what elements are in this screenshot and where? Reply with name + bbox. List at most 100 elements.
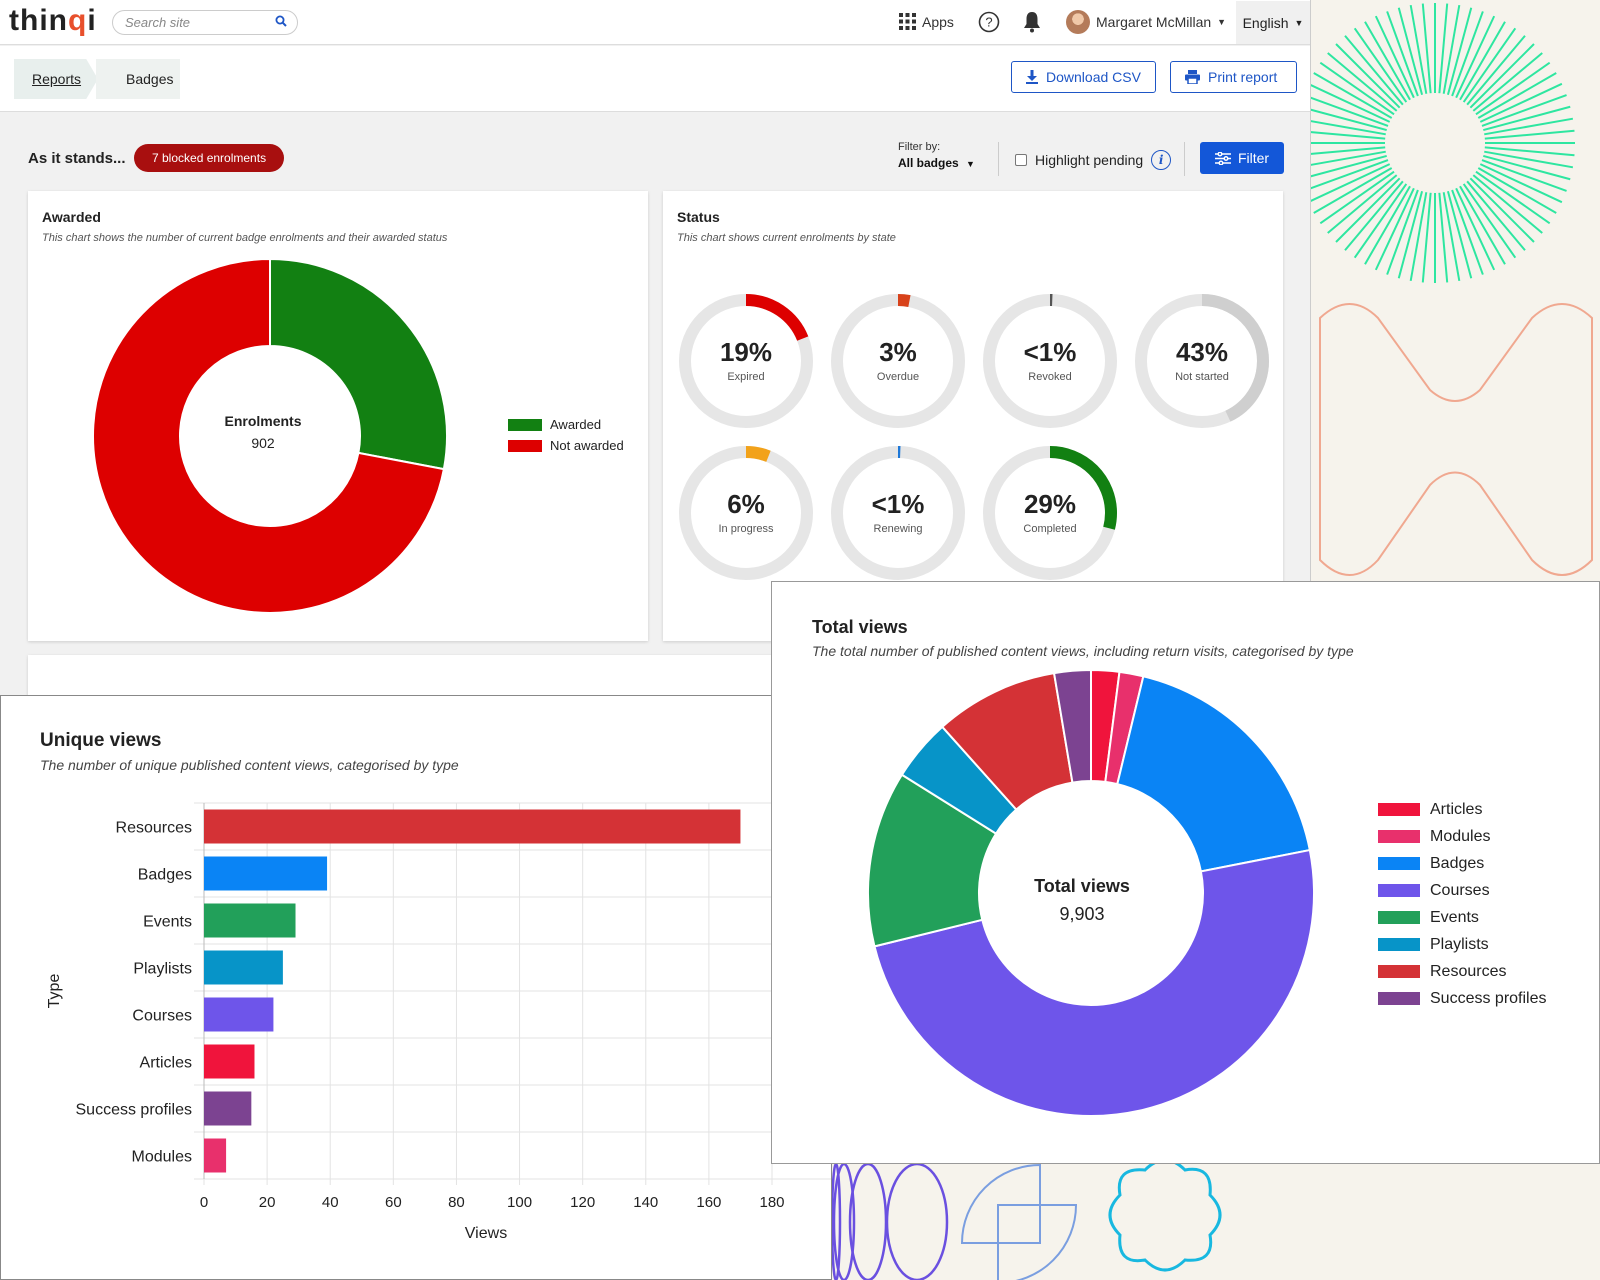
total-views-donut-chart: [867, 668, 1315, 1117]
starburst-ray: [1481, 159, 1567, 192]
y-axis-label: Type: [46, 974, 63, 1009]
total-views-window: Total views The total number of publishe…: [771, 581, 1600, 1164]
download-csv-button[interactable]: Download CSV: [1011, 61, 1156, 93]
status-ring-renewing[interactable]: <1% Renewing: [828, 443, 968, 583]
language-selector[interactable]: English ▼: [1236, 1, 1310, 44]
bar-playlists[interactable]: [204, 950, 283, 985]
total-views-center-value: 9,903: [1059, 904, 1105, 924]
legend-item-events[interactable]: Events: [1378, 904, 1547, 931]
legend-item-articles[interactable]: Articles: [1378, 796, 1547, 823]
awarded-subtitle: This chart shows the number of current b…: [42, 232, 448, 244]
slice-awarded[interactable]: [269, 257, 448, 471]
starburst-ray: [1296, 150, 1386, 169]
legend-not-awarded[interactable]: Not awarded: [508, 438, 624, 453]
print-report-button[interactable]: Print report: [1170, 61, 1297, 93]
bar-modules[interactable]: [204, 1138, 227, 1173]
starburst-ray: [1303, 159, 1389, 192]
unique-views-subtitle: The number of unique published content v…: [40, 757, 459, 773]
apps-label: Apps: [922, 13, 954, 30]
starburst-ray: [1307, 82, 1391, 123]
status-percent: 43%: [1175, 337, 1229, 367]
bar-courses[interactable]: [204, 997, 274, 1032]
search-input[interactable]: Search site: [112, 10, 298, 35]
blue-quarter-circles: [960, 1163, 1078, 1280]
unique-views-title: Unique views: [40, 730, 162, 751]
legend-item-courses[interactable]: Courses: [1378, 877, 1547, 904]
legend-awarded[interactable]: Awarded: [508, 417, 601, 432]
blocked-enrolments-badge[interactable]: 7 blocked enrolments: [134, 144, 285, 172]
slice-success-profiles[interactable]: [1052, 668, 1092, 784]
y-tick-label: Success profiles: [76, 1102, 193, 1119]
slice-courses[interactable]: [873, 848, 1315, 1117]
starburst-ray: [1374, 15, 1415, 99]
divider: [998, 142, 999, 176]
status-percent: <1%: [871, 489, 925, 519]
y-tick-label: Articles: [140, 1055, 192, 1072]
ring-arc-renewing: [831, 446, 965, 580]
filter-button-label: Filter: [1237, 150, 1270, 166]
print-report-label: Print report: [1208, 69, 1278, 85]
user-menu[interactable]: Margaret McMillan ▼: [1066, 10, 1226, 34]
starburst-ray: [1303, 94, 1389, 127]
breadcrumb-badges: Badges: [96, 59, 180, 99]
starburst-ray: [1483, 105, 1571, 132]
starburst-ray: [1479, 82, 1563, 123]
starburst-ray: [1374, 187, 1415, 271]
x-tick-label: 160: [696, 1194, 721, 1211]
info-icon[interactable]: i: [1151, 150, 1172, 170]
chevron-down-icon: ▼: [966, 159, 975, 169]
starburst-ray: [1477, 72, 1557, 119]
legend-item-badges[interactable]: Badges: [1378, 850, 1547, 877]
status-label: Not started: [1175, 371, 1229, 383]
language-label: English: [1242, 14, 1289, 31]
legend-swatch: [1378, 965, 1420, 978]
ring-chart: [831, 294, 965, 428]
ring-arc-revoked: [983, 294, 1117, 428]
status-ring-overdue[interactable]: 3% Overdue: [828, 291, 968, 431]
slice-not-awarded[interactable]: [92, 257, 446, 614]
download-csv-label: Download CSV: [1046, 69, 1141, 85]
bar-badges[interactable]: [204, 856, 328, 891]
divider: [1184, 142, 1185, 176]
legend-item-playlists[interactable]: Playlists: [1378, 931, 1547, 958]
status-ring-revoked[interactable]: <1% Revoked: [980, 291, 1120, 431]
slice-badges[interactable]: [1116, 675, 1312, 873]
starburst-ray: [1344, 35, 1404, 106]
status-ring-completed[interactable]: 29% Completed: [980, 443, 1120, 583]
filter-button[interactable]: Filter: [1200, 142, 1284, 174]
starburst-ray: [1462, 27, 1517, 103]
bar-articles[interactable]: [204, 1044, 255, 1079]
status-ring-not-started[interactable]: 43% Not started: [1132, 291, 1272, 431]
starburst-ray: [1442, 4, 1461, 94]
page-header: Reports Badges Download CSV Print report: [0, 46, 1310, 112]
legend-item-resources[interactable]: Resources: [1378, 958, 1547, 985]
legend-item-success-profiles[interactable]: Success profiles: [1378, 985, 1547, 1012]
ring-arc-completed: [983, 446, 1117, 580]
filter-by-dropdown[interactable]: Filter by: All badges ▼: [898, 141, 975, 170]
bar-resources[interactable]: [204, 809, 741, 844]
x-tick-label: 100: [507, 1194, 532, 1211]
legend-item-modules[interactable]: Modules: [1378, 823, 1547, 850]
highlight-pending-toggle[interactable]: Highlight pending i: [1015, 150, 1172, 170]
thinqi-logo[interactable]: thinqi: [9, 4, 97, 37]
status-label: Overdue: [876, 371, 920, 383]
status-ring-expired[interactable]: 19% Expired: [676, 291, 816, 431]
notifications-button[interactable]: [1023, 11, 1041, 33]
bar-success-profiles[interactable]: [204, 1091, 252, 1126]
search-icon[interactable]: [275, 15, 288, 28]
legend-swatch: [1378, 857, 1420, 870]
starburst-ray: [1299, 105, 1387, 132]
status-percent: 3%: [879, 337, 917, 367]
starburst-ray: [1438, 3, 1449, 94]
unique-views-window: Unique views The number of unique publis…: [0, 695, 832, 1280]
status-ring-in-progress[interactable]: 6% In progress: [676, 443, 816, 583]
purple-ellipses: [830, 1162, 949, 1280]
help-button[interactable]: ?: [978, 11, 1000, 33]
breadcrumb-reports[interactable]: Reports: [14, 59, 98, 99]
bar-events[interactable]: [204, 903, 296, 938]
status-percent: 6%: [727, 489, 765, 519]
starburst-ray: [1421, 192, 1432, 283]
highlight-pending-checkbox[interactable]: [1015, 154, 1027, 166]
starburst-ray: [1296, 117, 1386, 136]
apps-menu[interactable]: Apps: [899, 13, 954, 30]
